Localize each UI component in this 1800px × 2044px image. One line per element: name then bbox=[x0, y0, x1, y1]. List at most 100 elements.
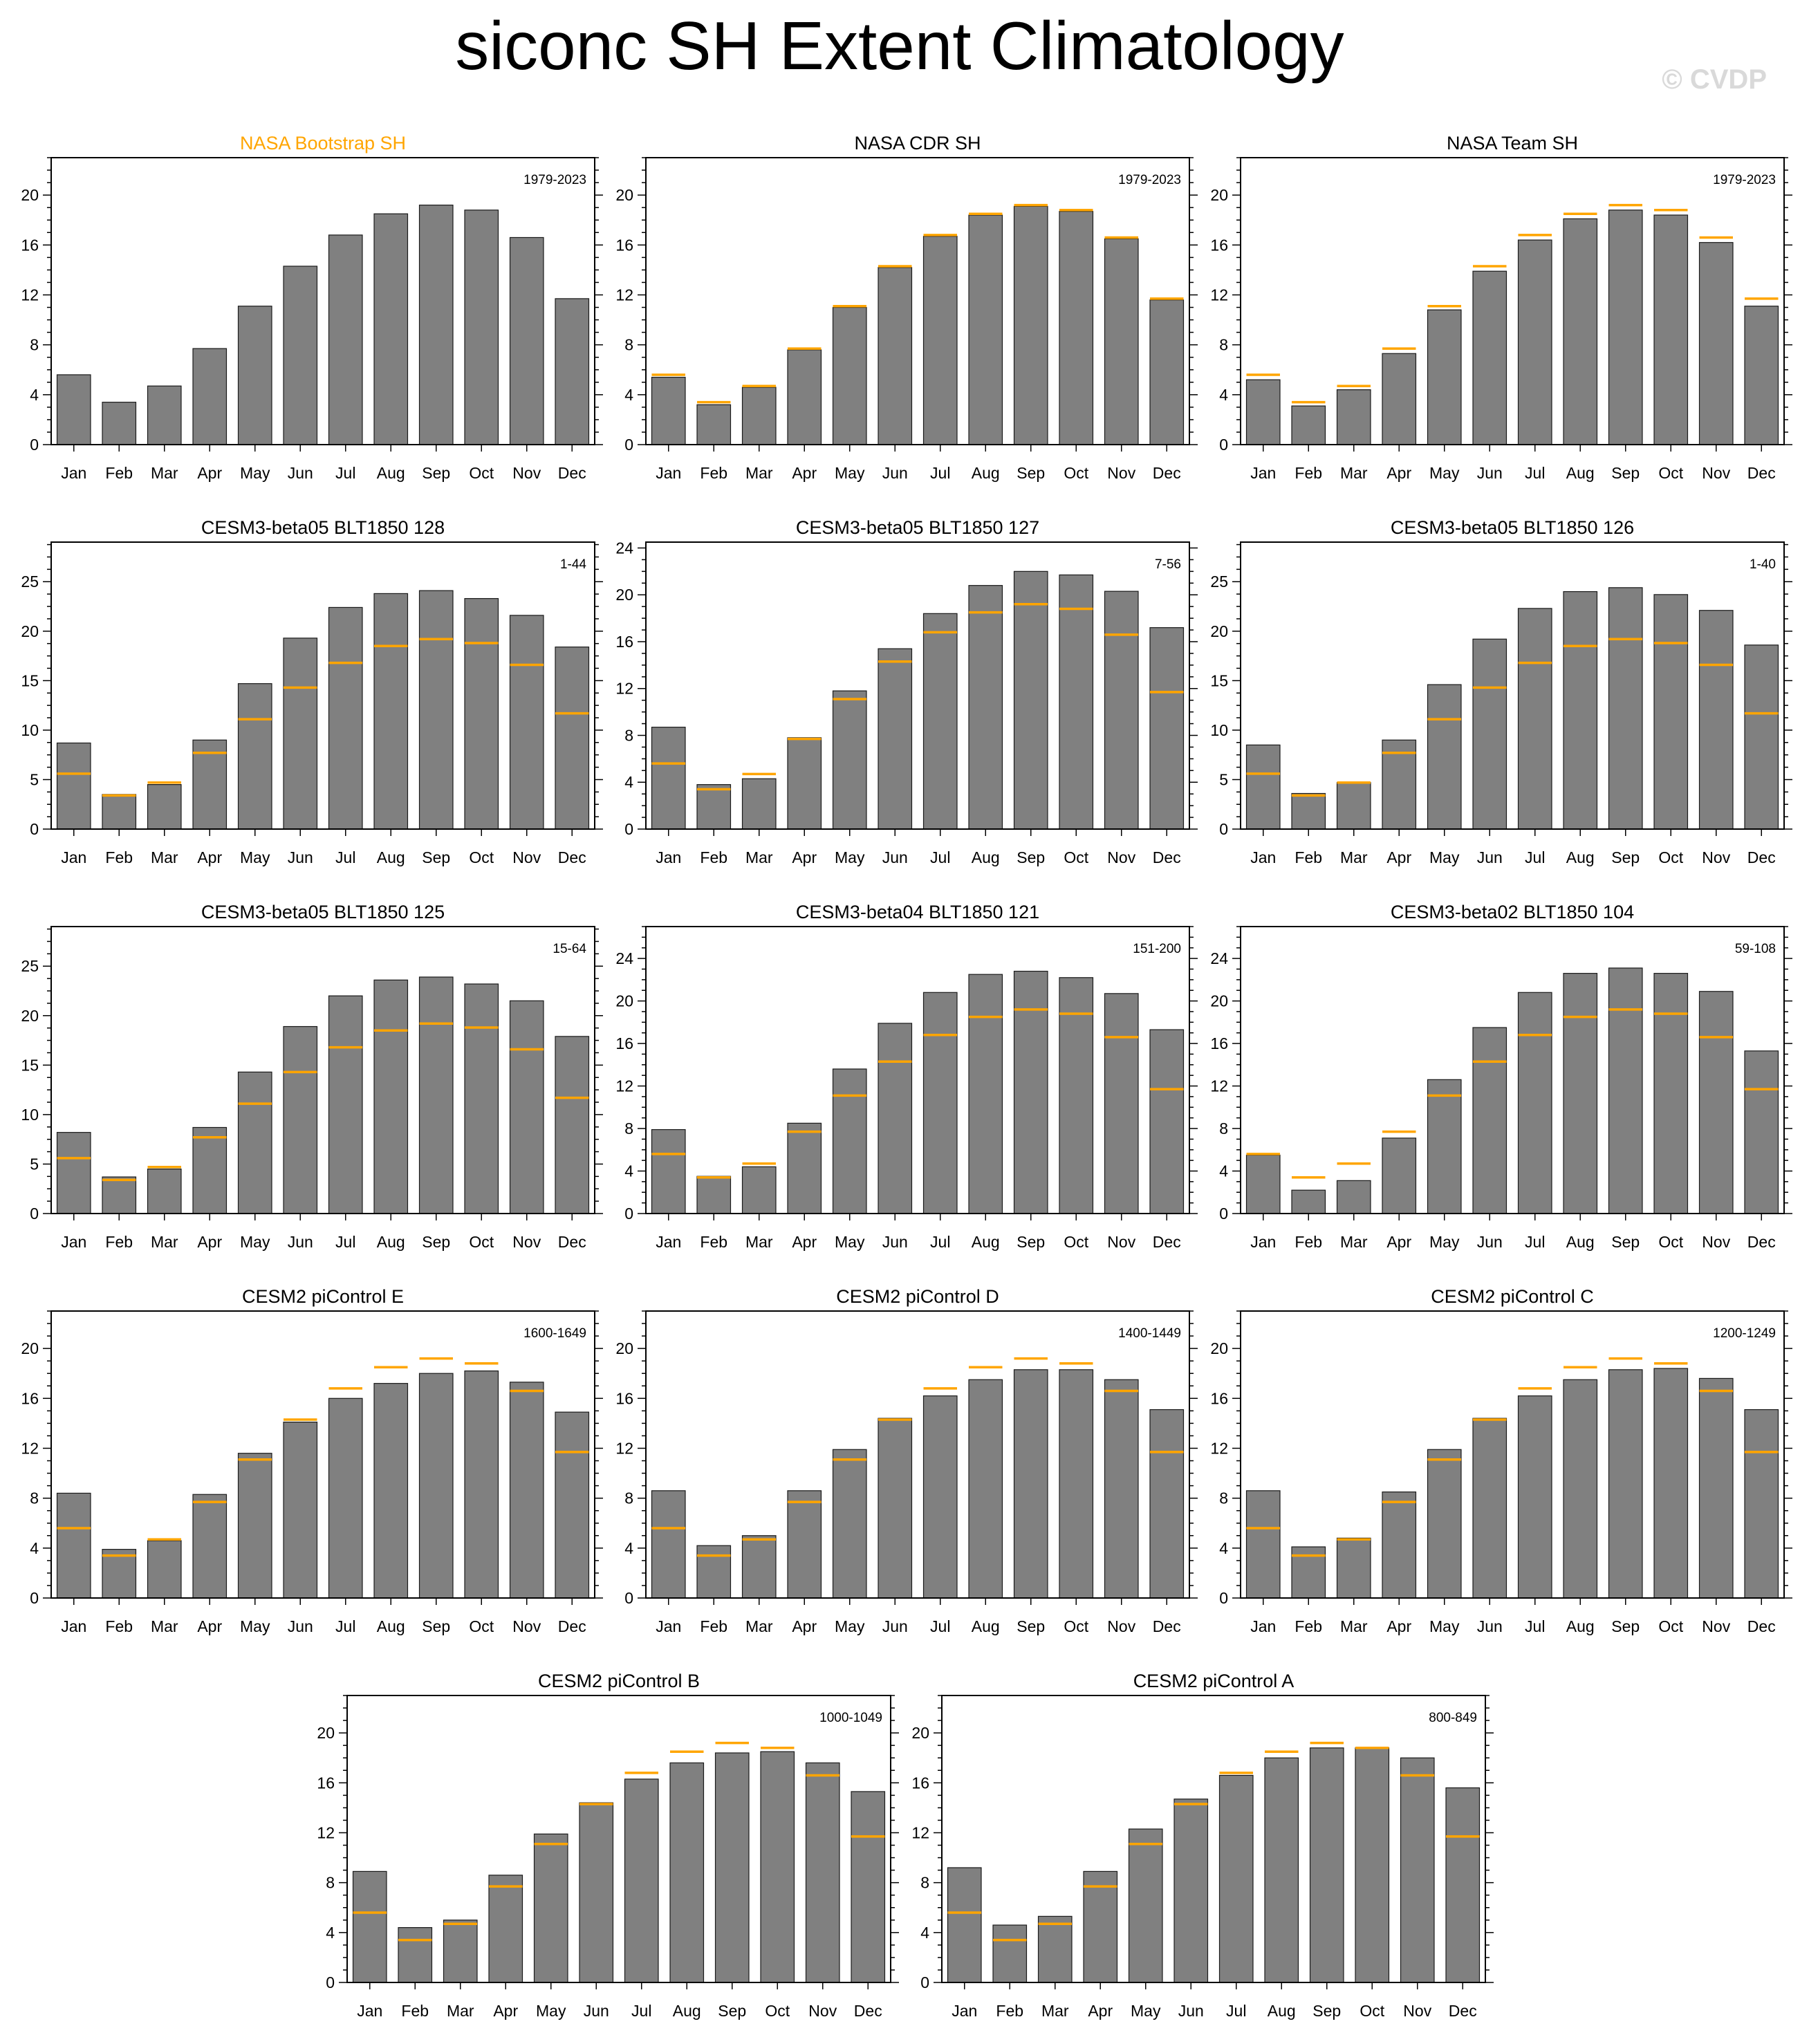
chart-panel: CESM3-beta05 BLT1850 128 1-44 0 5 10 15 20 25 Ja… bbox=[21, 517, 603, 866]
bar bbox=[1608, 587, 1643, 830]
x-tick-label: Mar bbox=[447, 2002, 474, 2020]
bar bbox=[714, 1752, 750, 1983]
bar bbox=[832, 1068, 867, 1214]
x-tick-label: Aug bbox=[673, 2002, 701, 2020]
bar bbox=[1059, 1369, 1094, 1599]
x-tick-label: Jul bbox=[1525, 1233, 1545, 1251]
x-tick-label: Jul bbox=[1525, 1617, 1545, 1635]
x-tick-label: Oct bbox=[1658, 1617, 1683, 1635]
bar bbox=[1608, 1369, 1643, 1599]
x-tick-label: Feb bbox=[1295, 464, 1322, 482]
x-tick-label: Sep bbox=[422, 464, 450, 482]
bar bbox=[555, 647, 590, 830]
x-tick-label: May bbox=[1429, 848, 1460, 866]
x-tick-label: Apr bbox=[1386, 464, 1411, 482]
y-tick-label: 20 bbox=[615, 186, 633, 204]
x-tick-label: Nov bbox=[512, 464, 541, 482]
plot-frame bbox=[50, 926, 595, 1214]
y-tick-label: 20 bbox=[1210, 1339, 1228, 1357]
y-tick-label: 0 bbox=[624, 820, 633, 838]
bar bbox=[1336, 1180, 1371, 1214]
y-tick-label: 12 bbox=[615, 1439, 633, 1457]
plot-frame bbox=[1240, 926, 1785, 1214]
panel-title: CESM3-beta05 BLT1850 127 bbox=[796, 517, 1039, 538]
y-tick-label: 0 bbox=[920, 1973, 929, 1991]
x-tick-label: Apr bbox=[792, 848, 817, 866]
x-tick-label: Mar bbox=[745, 1233, 773, 1251]
y-tick-label: 0 bbox=[1219, 820, 1228, 838]
bar bbox=[237, 306, 272, 445]
y-tick-label: 0 bbox=[1219, 436, 1228, 454]
x-tick-label: Aug bbox=[377, 848, 405, 866]
bar bbox=[1149, 627, 1185, 830]
y-tick-label: 10 bbox=[21, 721, 39, 739]
y-tick-label: 12 bbox=[1210, 286, 1228, 304]
x-tick-label: May bbox=[240, 1617, 270, 1635]
chart-panel: CESM2 piControl E 1600-1649 0 4 8 12 16 20 Jan Fe… bbox=[21, 1286, 603, 1635]
y-tick-label: 25 bbox=[21, 573, 39, 591]
x-tick-label: Oct bbox=[1658, 848, 1683, 866]
panel-title: NASA Team SH bbox=[1447, 133, 1578, 154]
plot-frame bbox=[50, 541, 595, 830]
x-tick-label: Jul bbox=[335, 1233, 355, 1251]
bar bbox=[968, 585, 1003, 830]
x-tick-label: Sep bbox=[1312, 2002, 1341, 2020]
bar bbox=[509, 615, 544, 830]
period-label: 1-40 bbox=[1750, 557, 1776, 572]
x-tick-label: May bbox=[835, 848, 865, 866]
y-tick-label: 16 bbox=[911, 1774, 929, 1792]
y-tick-label: 15 bbox=[1210, 671, 1228, 689]
y-tick-label: 0 bbox=[30, 436, 39, 454]
x-tick-label: Mar bbox=[1340, 1617, 1368, 1635]
bar bbox=[1245, 744, 1281, 830]
bar bbox=[283, 1421, 318, 1599]
bar bbox=[1445, 1787, 1481, 1983]
y-tick-label: 12 bbox=[615, 286, 633, 304]
bar bbox=[1472, 638, 1507, 830]
x-tick-label: Jun bbox=[1477, 848, 1503, 866]
y-tick-label: 20 bbox=[21, 622, 39, 640]
bar bbox=[1173, 1799, 1209, 1983]
chart-panel: NASA Team SH 1979-2023 0 4 8 12 16 20 Jan Feb Mar A… bbox=[1210, 133, 1792, 482]
x-tick-label: Nov bbox=[1107, 464, 1135, 482]
bar bbox=[1104, 1379, 1139, 1599]
x-tick-label: Apr bbox=[1386, 848, 1411, 866]
bar bbox=[328, 234, 363, 445]
bar bbox=[147, 385, 182, 445]
bar bbox=[1427, 684, 1462, 830]
bar bbox=[1744, 1409, 1779, 1599]
x-tick-label: Jun bbox=[882, 1233, 908, 1251]
y-tick-label: 4 bbox=[624, 1162, 633, 1180]
x-tick-label: Nov bbox=[1107, 1233, 1135, 1251]
bar bbox=[1083, 1870, 1118, 1983]
plot-frame bbox=[645, 541, 1190, 830]
bar bbox=[352, 1870, 387, 1983]
x-tick-label: May bbox=[1429, 1617, 1460, 1635]
chart-panel: CESM3-beta05 BLT1850 126 1-40 0 5 10 15 20 25 Ja… bbox=[1210, 517, 1792, 866]
chart-panel: CESM2 piControl A 800-849 0 4 8 12 16 20 Jan Feb M… bbox=[911, 1671, 1494, 2020]
bar bbox=[373, 979, 409, 1214]
bar bbox=[488, 1875, 523, 1983]
bar bbox=[696, 784, 732, 830]
x-tick-label: Sep bbox=[1611, 1233, 1640, 1251]
bar bbox=[1336, 389, 1371, 445]
plot-frame bbox=[1240, 1310, 1785, 1599]
bar bbox=[624, 1778, 659, 1983]
period-label: 151-200 bbox=[1133, 942, 1181, 956]
x-tick-label: Oct bbox=[469, 1617, 494, 1635]
x-tick-label: Apr bbox=[792, 464, 817, 482]
x-tick-label: Aug bbox=[377, 1233, 405, 1251]
bar bbox=[1608, 210, 1643, 445]
y-tick-label: 20 bbox=[615, 1339, 633, 1357]
bar bbox=[1336, 782, 1371, 830]
x-tick-label: Apr bbox=[1386, 1233, 1411, 1251]
bar bbox=[1382, 1137, 1417, 1214]
bar bbox=[102, 402, 137, 445]
bar bbox=[1698, 610, 1734, 830]
bar bbox=[283, 266, 318, 445]
x-tick-label: Jun bbox=[288, 1233, 313, 1251]
x-tick-label: Aug bbox=[972, 464, 1000, 482]
y-tick-label: 5 bbox=[1219, 770, 1228, 788]
x-tick-label: Mar bbox=[745, 1617, 773, 1635]
bar bbox=[283, 638, 318, 830]
